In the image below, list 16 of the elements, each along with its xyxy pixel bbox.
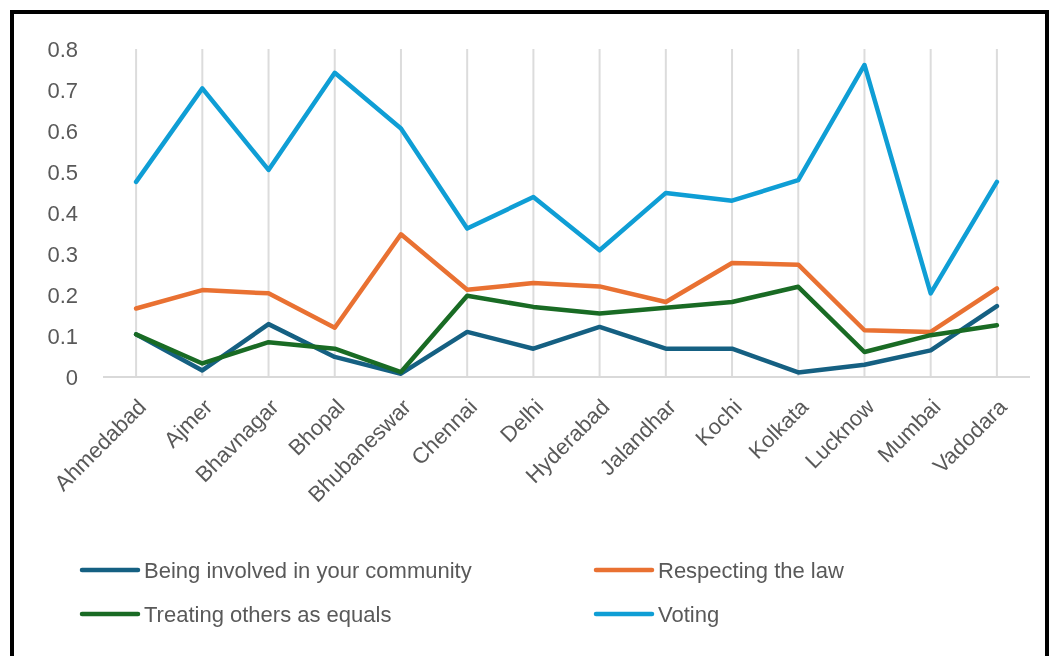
y-tick-label: 0.5 bbox=[47, 159, 78, 185]
y-tick-label: 0.3 bbox=[47, 241, 78, 267]
line-series bbox=[133, 232, 1000, 335]
legend-label: Treating others as equals bbox=[144, 601, 392, 627]
y-tick-label: 0.1 bbox=[47, 323, 78, 349]
legend-label: Voting bbox=[658, 601, 720, 627]
legend-label: Being involved in your community bbox=[144, 557, 472, 583]
line-series bbox=[133, 284, 1000, 375]
y-tick-label: 0 bbox=[65, 364, 78, 390]
y-tick-label: 0.2 bbox=[47, 282, 78, 308]
line-series bbox=[133, 62, 1000, 296]
y-tick-label: 0.7 bbox=[47, 77, 78, 103]
y-tick-label: 0.8 bbox=[47, 36, 78, 62]
y-tick-label: 0.6 bbox=[47, 118, 78, 144]
y-tick-label: 0.4 bbox=[47, 200, 78, 226]
legend-label: Respecting the law bbox=[658, 557, 844, 583]
